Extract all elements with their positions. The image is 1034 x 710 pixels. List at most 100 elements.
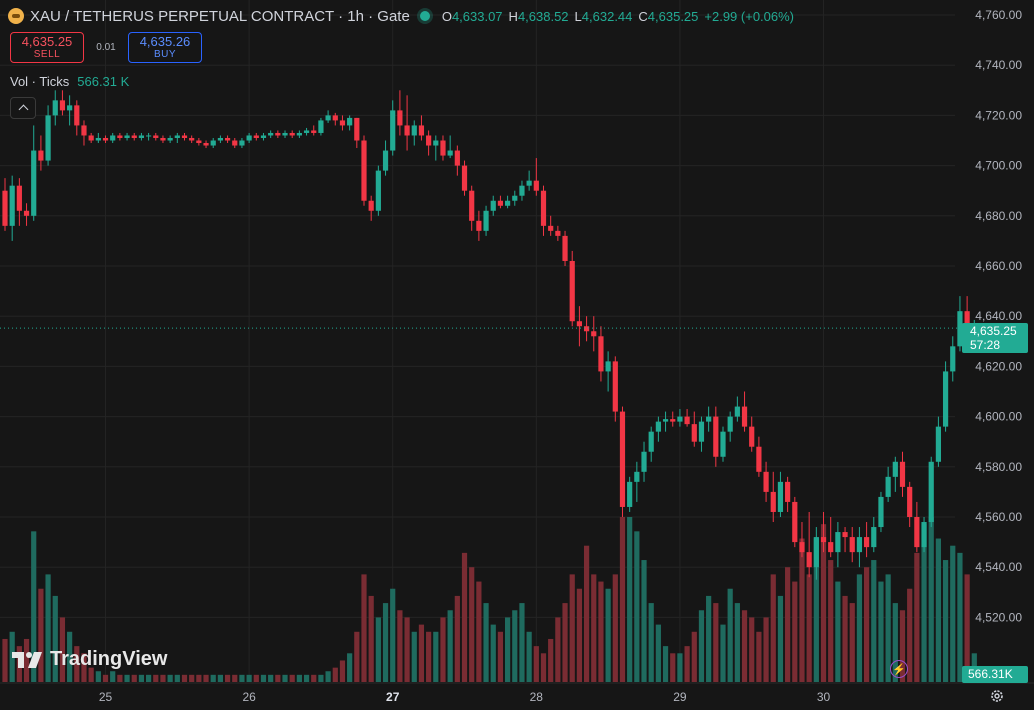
candle-body bbox=[339, 120, 346, 126]
volume-bar bbox=[239, 674, 245, 682]
candle-body bbox=[698, 421, 705, 442]
candle bbox=[662, 411, 669, 432]
candle-body bbox=[275, 132, 281, 136]
candle-body bbox=[598, 336, 604, 372]
candle-body bbox=[741, 406, 748, 427]
candle-body bbox=[16, 185, 22, 211]
candle-body bbox=[361, 140, 367, 201]
candle-body bbox=[81, 125, 87, 136]
volume-bar bbox=[555, 617, 561, 682]
volume-bar bbox=[23, 638, 30, 682]
candle bbox=[181, 132, 188, 141]
candle bbox=[311, 125, 317, 136]
volume-bar bbox=[67, 631, 73, 682]
volume-histogram bbox=[2, 517, 977, 682]
candle-body bbox=[540, 190, 547, 226]
candle-body bbox=[885, 476, 891, 497]
volume-legend[interactable]: Vol · Ticks 566.31 K bbox=[10, 74, 129, 89]
candle bbox=[734, 396, 740, 422]
price-axis[interactable]: 4,520.00 4,540.00 4,560.00 4,580.00 4,600.00… bbox=[975, 8, 1022, 624]
candle-body bbox=[591, 331, 597, 337]
buy-label: BUY bbox=[153, 49, 177, 61]
volume-bar bbox=[45, 574, 51, 682]
candle bbox=[268, 130, 274, 138]
candle bbox=[469, 185, 475, 231]
candle-body bbox=[533, 180, 539, 191]
candle-body bbox=[131, 135, 137, 138]
volume-bar bbox=[461, 552, 468, 682]
candle bbox=[382, 140, 389, 176]
candle-body bbox=[426, 135, 432, 146]
buy-button[interactable]: 4,635.26 BUY bbox=[128, 32, 202, 63]
candle bbox=[23, 203, 30, 226]
current-price-badge: 4,635.25 57:28 bbox=[962, 323, 1028, 353]
candle bbox=[483, 205, 489, 236]
candle bbox=[763, 461, 769, 502]
time-axis[interactable]: 25 26 27 28 29 30 bbox=[0, 682, 1034, 704]
candle bbox=[110, 132, 116, 144]
volume-bar bbox=[404, 617, 410, 682]
volume-bar bbox=[397, 610, 403, 682]
volume-bar bbox=[246, 674, 252, 682]
volume-bar bbox=[842, 595, 848, 682]
candle bbox=[605, 351, 611, 392]
volume-bar bbox=[447, 610, 453, 682]
tradingview-watermark[interactable]: TradingView bbox=[12, 648, 167, 671]
candle-body bbox=[612, 361, 618, 412]
volume-bar bbox=[605, 588, 611, 682]
candle bbox=[770, 471, 776, 523]
volume-bar bbox=[540, 653, 547, 682]
candle-body bbox=[519, 185, 525, 196]
volume-value: 566.31 K bbox=[77, 74, 130, 89]
y-tick-label: 4,720.00 bbox=[975, 108, 1022, 122]
candle bbox=[397, 90, 403, 136]
candle bbox=[325, 110, 331, 123]
volume-bar bbox=[469, 567, 475, 682]
close-value: 4,635.25 bbox=[647, 8, 699, 24]
volume-bar bbox=[569, 574, 575, 682]
candle bbox=[928, 456, 934, 528]
candle-body bbox=[770, 491, 776, 512]
candle bbox=[332, 112, 338, 126]
volume-bar bbox=[935, 538, 941, 682]
y-tick-label: 4,640.00 bbox=[975, 309, 1022, 323]
sell-button[interactable]: 4,635.25 SELL bbox=[10, 32, 84, 63]
volume-bar bbox=[670, 653, 676, 682]
volume-bar bbox=[576, 588, 582, 682]
candle bbox=[45, 105, 51, 166]
volume-bar bbox=[964, 574, 970, 682]
symbol-legend: XAU / TETHERUS PERPETUAL CONTRACT · 1h ·… bbox=[8, 6, 794, 26]
volume-bar bbox=[411, 631, 417, 682]
chart-grid bbox=[0, 0, 955, 682]
candle-body bbox=[9, 185, 15, 226]
volume-bar bbox=[217, 674, 223, 682]
candle bbox=[935, 416, 941, 467]
candle-body bbox=[469, 190, 475, 221]
candle-body bbox=[928, 461, 934, 523]
volume-bar bbox=[74, 646, 80, 682]
volume-bar bbox=[167, 674, 173, 682]
lightning-icon[interactable]: ⚡ bbox=[890, 660, 908, 678]
volume-bar bbox=[354, 631, 360, 682]
buy-price: 4,635.26 bbox=[139, 33, 191, 49]
candle bbox=[203, 140, 209, 149]
y-tick-label: 4,560.00 bbox=[975, 510, 1022, 524]
candle-body bbox=[583, 326, 590, 332]
candle bbox=[16, 178, 22, 226]
candle-body bbox=[2, 190, 8, 226]
gear-icon[interactable] bbox=[988, 687, 1006, 705]
candle-body bbox=[146, 135, 152, 137]
market-open-dot-icon[interactable] bbox=[419, 11, 430, 21]
candle bbox=[174, 132, 180, 144]
volume-bar bbox=[907, 588, 913, 682]
collapse-legend-button[interactable] bbox=[10, 97, 36, 119]
gold-coin-icon[interactable] bbox=[8, 8, 24, 24]
volume-bar bbox=[174, 674, 180, 682]
sell-price: 4,635.25 bbox=[21, 33, 73, 49]
candle-body bbox=[691, 424, 697, 442]
volume-bar bbox=[813, 538, 819, 682]
candle bbox=[792, 496, 798, 548]
symbol-title[interactable]: XAU / TETHERUS PERPETUAL CONTRACT · 1h ·… bbox=[30, 7, 410, 25]
volume-bar bbox=[533, 646, 539, 682]
